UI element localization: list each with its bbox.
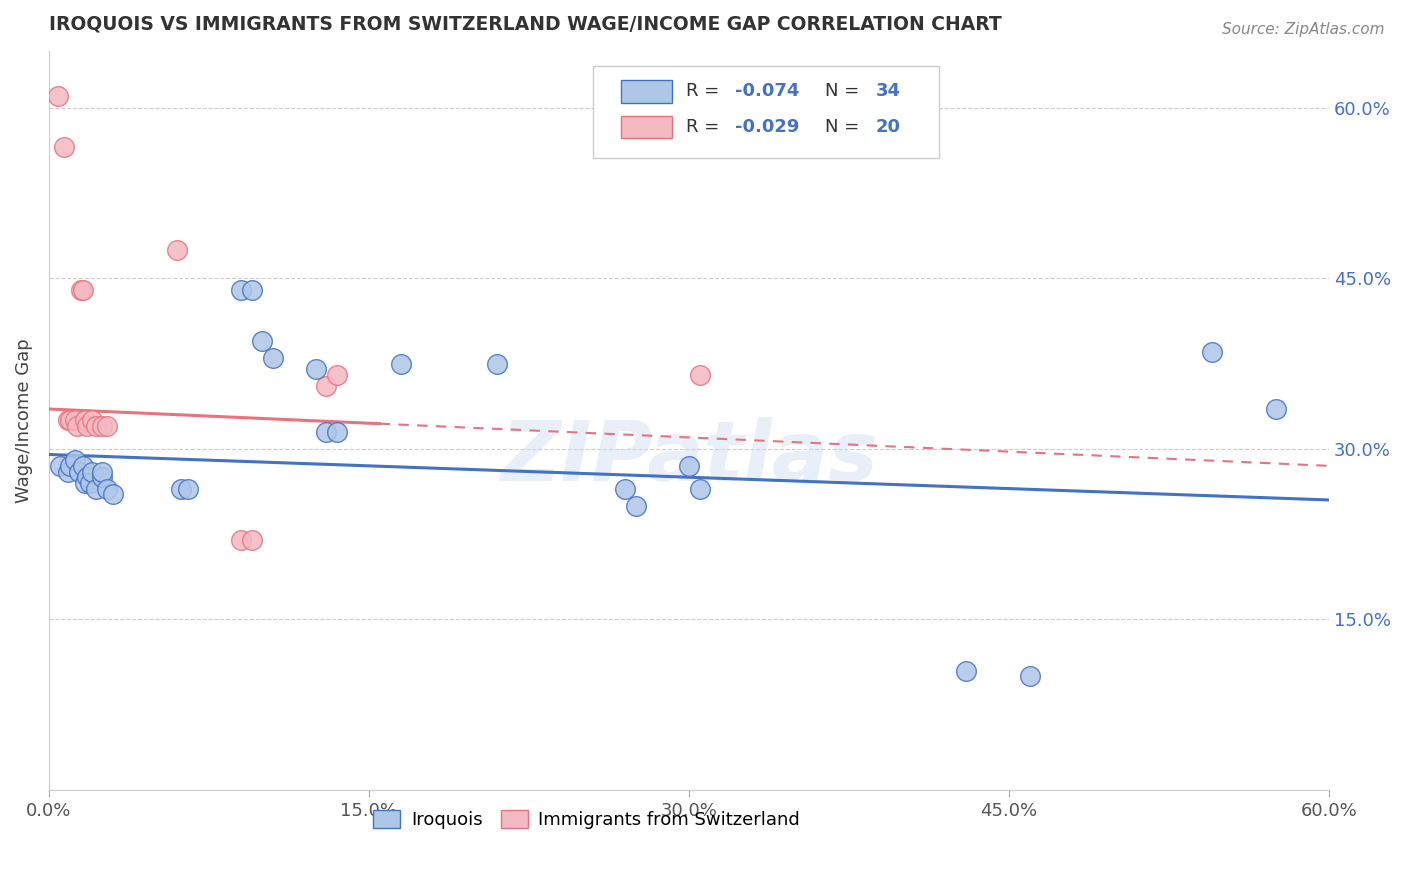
Text: -0.074: -0.074 [735, 82, 800, 101]
Point [75, 475, 97, 490]
Text: R =: R = [686, 118, 725, 136]
Point [59, 413, 82, 427]
Legend: Iroquois, Immigrants from Switzerland: Iroquois, Immigrants from Switzerland [366, 803, 807, 837]
Point [305, 362, 328, 376]
Text: IROQUOIS VS IMMIGRANTS FROM SWITZERLAND WAGE/INCOME GAP CORRELATION CHART: IROQUOIS VS IMMIGRANTS FROM SWITZERLAND … [49, 15, 1001, 34]
Point [80, 465, 103, 479]
Point [84, 482, 107, 496]
Point [689, 482, 711, 496]
Point [56, 413, 79, 427]
Point [485, 357, 508, 371]
Point [91, 465, 114, 479]
Point [240, 283, 263, 297]
Point [79, 475, 101, 490]
Point [614, 482, 637, 496]
FancyBboxPatch shape [621, 116, 672, 138]
Text: -0.029: -0.029 [735, 118, 800, 136]
Point [955, 664, 977, 678]
Point [315, 379, 337, 393]
Point [166, 243, 188, 257]
Point [229, 533, 252, 547]
Point [176, 482, 198, 496]
Point [63, 453, 86, 467]
Text: 20: 20 [876, 118, 901, 136]
Point [63, 413, 86, 427]
Point [252, 334, 274, 348]
Point [75, 413, 97, 427]
Point [326, 368, 349, 382]
Point [76, 419, 98, 434]
Point [96, 419, 118, 434]
Point [52, 140, 75, 154]
Point [67, 465, 90, 479]
Text: N =: N = [825, 118, 865, 136]
Point [80, 413, 103, 427]
Text: N =: N = [825, 82, 865, 101]
Point [72, 458, 94, 473]
Point [315, 425, 337, 439]
Point [240, 533, 263, 547]
Point [70, 283, 93, 297]
FancyBboxPatch shape [593, 66, 939, 158]
Point [84, 419, 107, 434]
Point [170, 482, 193, 496]
Point [72, 283, 94, 297]
Point [1264, 402, 1286, 417]
Text: ZIPatlas: ZIPatlas [501, 417, 877, 498]
Point [326, 425, 349, 439]
Point [1201, 345, 1223, 359]
Point [229, 283, 252, 297]
Point [389, 357, 412, 371]
Point [624, 499, 647, 513]
Point [48, 458, 70, 473]
Y-axis label: Wage/Income Gap: Wage/Income Gap [15, 338, 32, 503]
Point [678, 458, 700, 473]
Point [1019, 669, 1042, 683]
Text: Source: ZipAtlas.com: Source: ZipAtlas.com [1222, 22, 1385, 37]
Point [262, 351, 284, 365]
Point [46, 89, 69, 103]
FancyBboxPatch shape [621, 80, 672, 103]
Text: R =: R = [686, 82, 725, 101]
Point [96, 482, 118, 496]
Point [91, 470, 114, 484]
Point [101, 487, 124, 501]
Point [91, 419, 114, 434]
Point [689, 368, 711, 382]
Point [59, 458, 82, 473]
Point [66, 419, 89, 434]
Point [56, 465, 79, 479]
Text: 34: 34 [876, 82, 901, 101]
Point [76, 470, 98, 484]
